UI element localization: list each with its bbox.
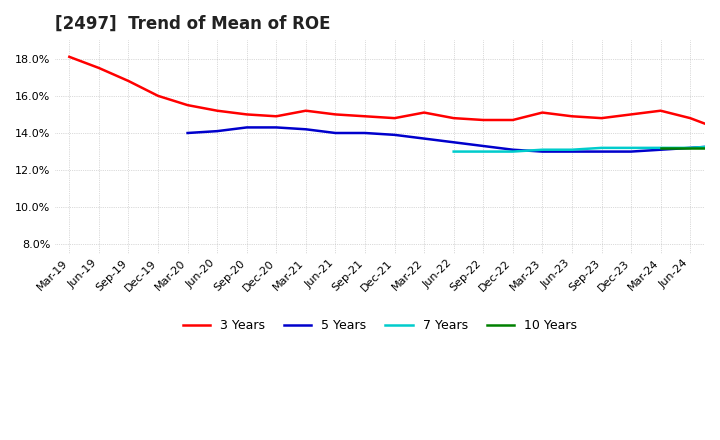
Legend: 3 Years, 5 Years, 7 Years, 10 Years: 3 Years, 5 Years, 7 Years, 10 Years: [178, 314, 582, 337]
5 Years: [213, 128, 222, 134]
7 Years: [567, 147, 576, 152]
5 Years: [538, 149, 546, 154]
5 Years: [627, 149, 636, 154]
10 Years: [716, 145, 720, 150]
3 Years: [479, 117, 487, 123]
3 Years: [65, 54, 73, 59]
10 Years: [657, 145, 665, 150]
Text: [2497]  Trend of Mean of ROE: [2497] Trend of Mean of ROE: [55, 15, 330, 33]
5 Years: [302, 127, 310, 132]
5 Years: [567, 149, 576, 154]
7 Years: [686, 145, 695, 150]
5 Years: [716, 143, 720, 149]
5 Years: [449, 139, 458, 145]
5 Years: [686, 145, 695, 150]
7 Years: [597, 145, 606, 150]
5 Years: [361, 130, 369, 136]
5 Years: [390, 132, 399, 137]
5 Years: [184, 130, 192, 136]
Line: 5 Years: 5 Years: [188, 128, 720, 198]
7 Years: [538, 147, 546, 152]
5 Years: [479, 143, 487, 149]
5 Years: [657, 147, 665, 152]
5 Years: [331, 130, 340, 136]
Line: 3 Years: 3 Years: [69, 57, 720, 242]
5 Years: [420, 136, 428, 141]
7 Years: [627, 145, 636, 150]
7 Years: [508, 149, 517, 154]
7 Years: [716, 143, 720, 149]
7 Years: [657, 145, 665, 150]
5 Years: [508, 147, 517, 152]
10 Years: [686, 145, 695, 150]
5 Years: [243, 125, 251, 130]
5 Years: [597, 149, 606, 154]
5 Years: [272, 125, 281, 130]
Line: 7 Years: 7 Years: [454, 137, 720, 151]
7 Years: [479, 149, 487, 154]
7 Years: [449, 149, 458, 154]
